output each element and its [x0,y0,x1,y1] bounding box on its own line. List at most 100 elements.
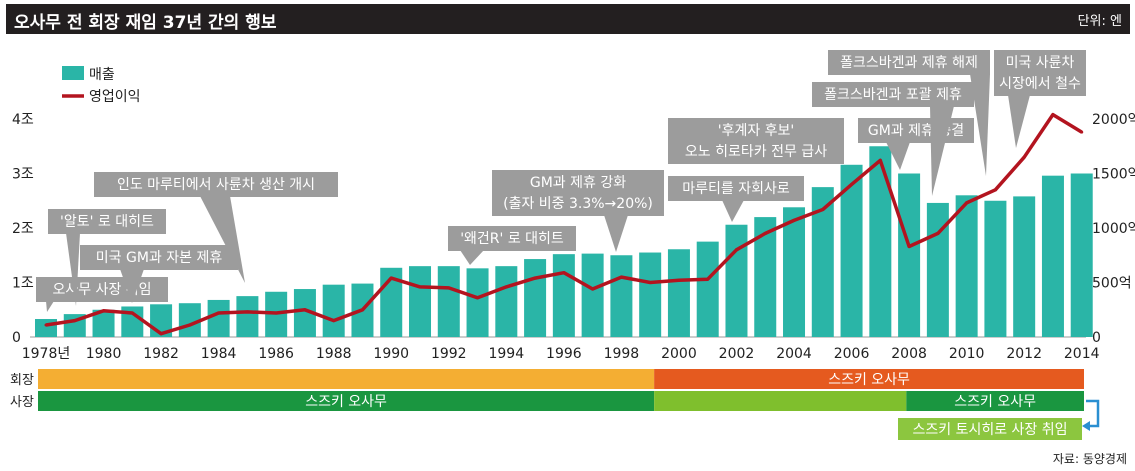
point-operating-profit-1983 [188,323,192,327]
x-axis-tick-label: 1994 [488,346,524,362]
callout-text-2006: '후계자 후보' [718,123,795,139]
point-operating-profit-2007 [878,158,882,162]
bar-sales-1978 [35,319,57,337]
callout-box-1981 [80,245,238,270]
timeline-row-label: 사장 [10,395,34,410]
x-axis-tick-label: 2014 [1064,346,1100,362]
legend-label-sales: 매출 [89,67,115,83]
point-operating-profit-1985 [245,310,249,314]
timeline-segment-text: 스즈키 오사무 [954,394,1036,410]
callout-box-2012 [994,50,1086,96]
callout-box-1993 [448,226,576,251]
callout-box-2011 [828,50,990,75]
point-operating-profit-1993 [476,296,480,300]
bar-sales-1996 [552,254,575,337]
timeline-arrow [1086,399,1100,428]
bar-sales-2011 [984,200,1007,337]
source-label: 자료: 동양경제 [1052,452,1127,466]
callout-text-2012: 시장에서 철수 [999,76,1081,92]
point-operating-profit-1991 [418,285,422,289]
point-operating-profit-1984 [217,311,221,315]
bar-sales-1987 [293,289,316,337]
timeline-row-label: 회장 [10,373,34,388]
callout-pointer-2002 [722,200,744,222]
callout-box-1998 [492,170,664,216]
bar-sales-2013 [1041,175,1064,337]
left-axis-tick-label: 2조 [12,221,34,237]
callout-pointer-1979 [66,233,80,306]
x-axis-tick-label: 2002 [719,346,755,362]
right-axis-tick-label: 1500억 [1092,167,1135,183]
callout-text-2012: 미국 사륜차 [1006,55,1075,71]
bar-sales-2003 [754,217,777,337]
timeline-segment-0-1 [654,369,1084,389]
point-operating-profit-1997 [591,287,595,291]
bar-sales-2008 [898,173,921,337]
bar-sales-1998 [610,255,633,337]
callout-text-1979: '알토' 로 대히트 [60,214,154,230]
timeline-segment-1-0 [38,391,655,411]
point-operating-profit-2012 [1022,155,1026,159]
x-axis-tick-label: 2008 [891,346,927,362]
bar-sales-2007 [869,146,892,337]
callout-text-2011: 폴크스바겐과 제휴 해제 [840,55,978,71]
point-operating-profit-2005 [821,207,825,211]
bar-sales-1994 [495,266,518,337]
left-axis-tick-label: 4조 [12,112,34,128]
bar-sales-2005 [811,187,834,337]
callout-pointer-2008 [886,142,910,170]
bar-sales-2006 [840,164,863,337]
point-operating-profit-2010 [965,201,969,205]
point-operating-profit-2014 [1080,130,1084,134]
point-operating-profit-1998 [619,275,623,279]
point-operating-profit-1994 [504,285,508,289]
point-operating-profit-2001 [706,277,710,281]
x-axis-tick-label: 1998 [604,346,640,362]
timeline-segment-text: 스즈키 오사무 [828,372,910,388]
callout-box-1983 [94,172,338,197]
bar-sales-2012 [1013,196,1036,337]
bar-sales-1993 [466,268,489,337]
x-axis-tick-label: 2012 [1006,346,1042,362]
point-operating-profit-2009 [936,231,940,235]
x-axis-tick-label: 1986 [258,346,294,362]
callout-pointer-1993 [460,250,484,265]
bar-sales-1985 [236,296,259,337]
unit-label: 단위: 엔 [1077,14,1122,29]
x-axis-tick-label: 1978년 [22,346,71,362]
point-operating-profit-1979 [73,319,77,323]
callout-text-1981: 미국 GM과 자본 제휴 [96,250,223,266]
bar-sales-2014 [1070,173,1093,337]
point-operating-profit-2006 [850,182,854,186]
point-operating-profit-1999 [648,281,652,284]
callout-text-2002: 마루티를 자회사로 [682,181,790,197]
left-axis-tick-label: 3조 [12,167,34,183]
timeline-segment-1-2 [906,391,1084,411]
bar-sales-2001 [696,241,719,337]
point-operating-profit-1987 [303,308,307,312]
point-operating-profit-1981 [130,311,134,315]
timeline-arrow-head [1082,421,1090,431]
callout-pointer-2011 [970,74,990,176]
bar-sales-2010 [955,195,978,337]
bar-sales-1999 [639,252,662,337]
callout-text-2008: GM과 제휴 종결 [868,123,964,139]
bar-sales-1988 [322,284,345,337]
point-operating-profit-2008 [907,245,911,249]
callout-box-2008 [858,118,974,143]
point-operating-profit-1992 [447,286,451,290]
legend-swatch-sales [62,66,84,80]
callout-pointer-1983 [200,196,245,283]
callout-text-2009: 폴크스바겐과 포괄 제휴 [824,87,962,103]
timeline-segment-0-0 [38,369,655,389]
point-operating-profit-1988 [332,319,336,323]
right-axis-tick-label: 500억 [1092,276,1132,292]
point-operating-profit-2003 [763,231,767,235]
timeline-segment-text: 스즈키 오사무 [305,394,387,410]
point-operating-profit-1986 [274,311,278,315]
legend-label-profit: 영업이익 [89,89,141,105]
timeline-segment-1-1 [654,391,907,411]
point-operating-profit-2011 [993,188,997,192]
callout-box-2006 [668,118,844,164]
point-operating-profit-1978 [44,323,48,327]
